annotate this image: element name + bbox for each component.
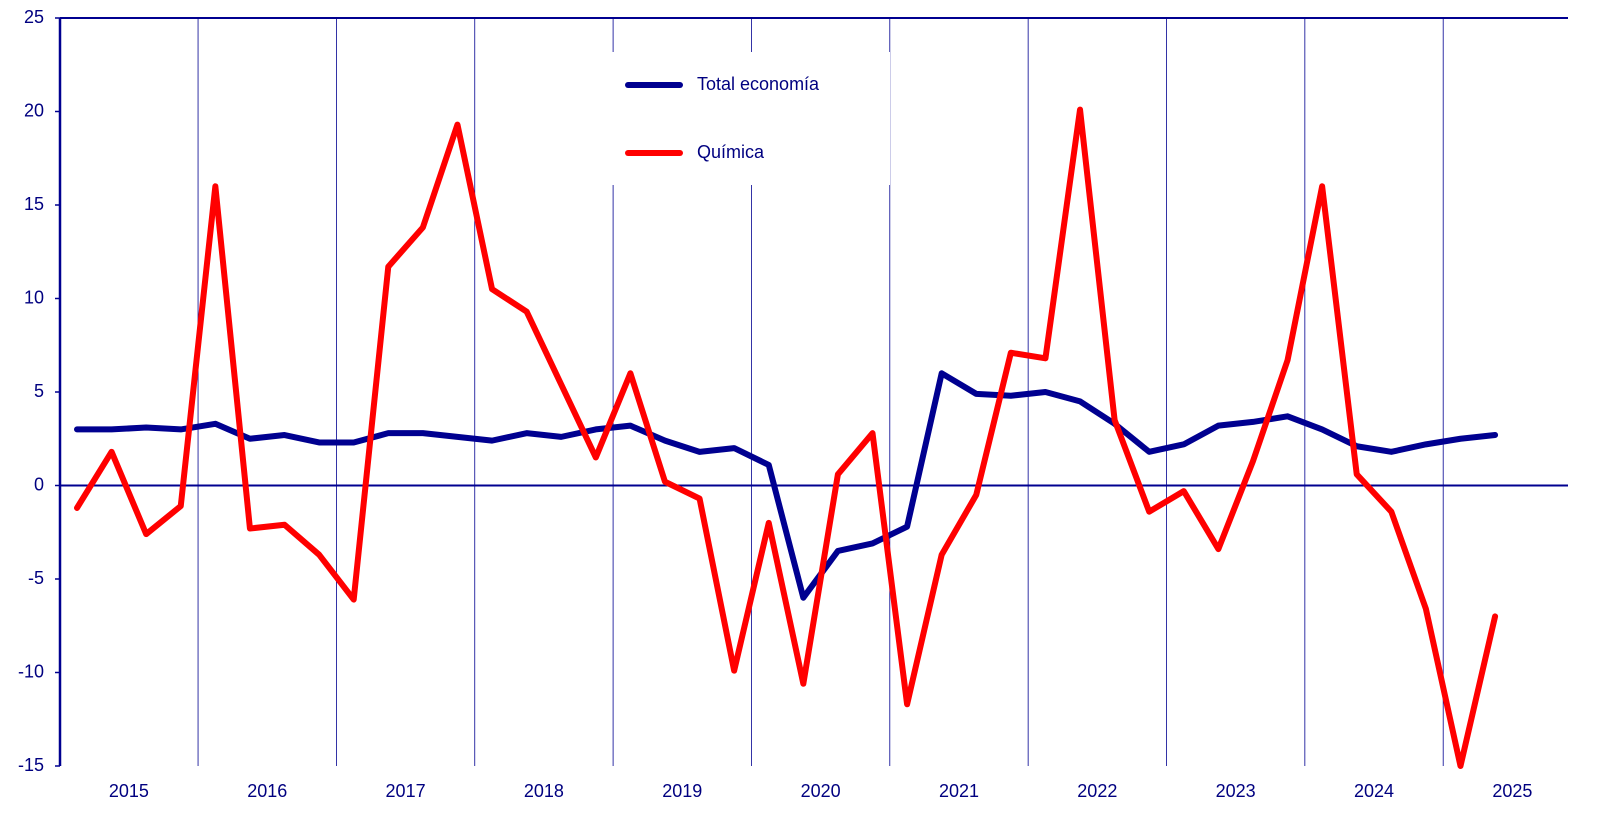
x-tick-label: 2022 bbox=[1077, 781, 1117, 801]
legend-label: Total economía bbox=[697, 74, 820, 94]
series-line bbox=[74, 370, 1499, 601]
y-tick-label: 10 bbox=[24, 287, 44, 307]
y-tick-label: 0 bbox=[34, 474, 44, 494]
y-tick-label: 20 bbox=[24, 100, 44, 120]
x-tick-label: 2015 bbox=[109, 781, 149, 801]
x-tick-label: 2025 bbox=[1492, 781, 1532, 801]
y-tick-label: 25 bbox=[24, 7, 44, 27]
y-tick-label: -5 bbox=[28, 568, 44, 588]
x-tick-label: 2020 bbox=[801, 781, 841, 801]
x-tick-label: 2018 bbox=[524, 781, 564, 801]
series-line bbox=[74, 106, 1499, 769]
x-tick-label: 2019 bbox=[662, 781, 702, 801]
x-tick-label: 2021 bbox=[939, 781, 979, 801]
x-tick-label: 2024 bbox=[1354, 781, 1394, 801]
y-tick-label: 5 bbox=[34, 381, 44, 401]
x-tick-label: 2023 bbox=[1216, 781, 1256, 801]
y-tick-label: -10 bbox=[18, 661, 44, 681]
y-tick-label: 15 bbox=[24, 194, 44, 214]
x-tick-label: 2017 bbox=[386, 781, 426, 801]
legend-label: Química bbox=[697, 142, 765, 162]
y-tick-label: -15 bbox=[18, 755, 44, 775]
legend-background bbox=[600, 52, 890, 185]
x-tick-label: 2016 bbox=[247, 781, 287, 801]
